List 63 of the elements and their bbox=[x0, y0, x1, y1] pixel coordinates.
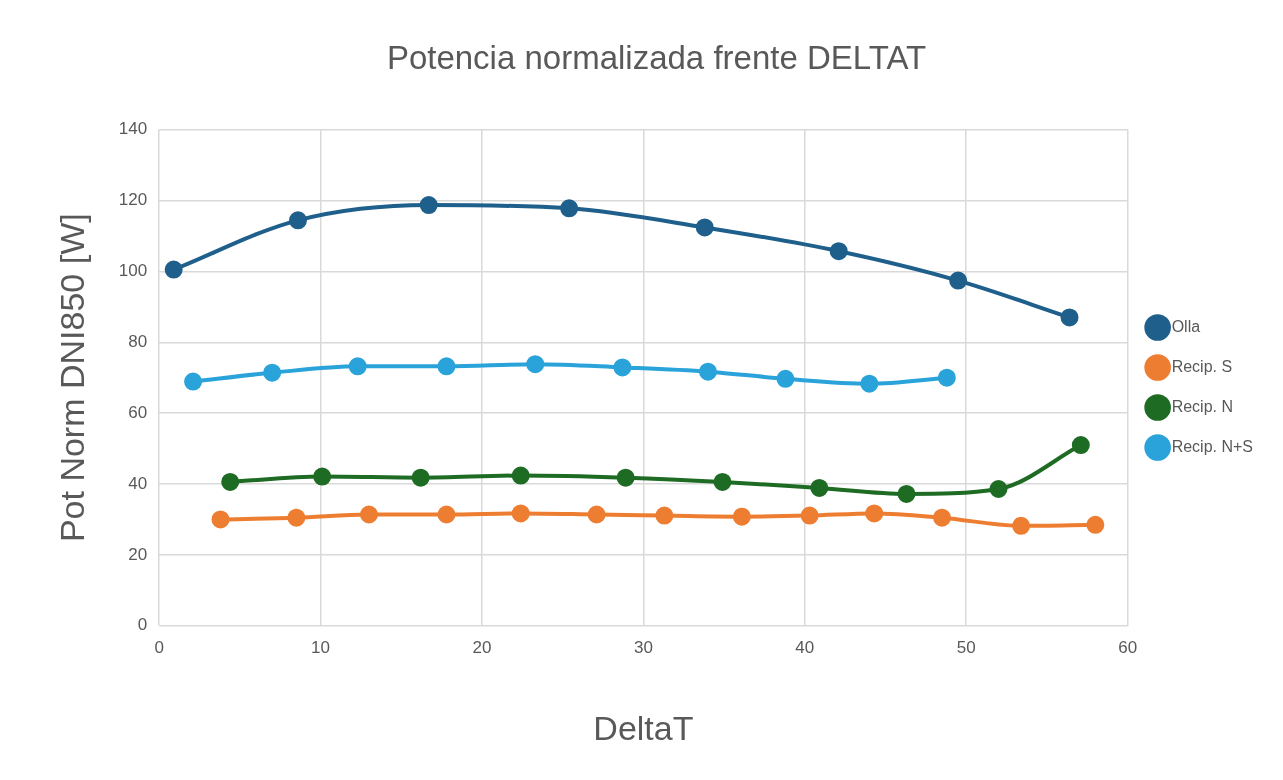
point bbox=[587, 505, 606, 524]
point bbox=[860, 374, 879, 393]
point bbox=[560, 199, 579, 218]
x-tick-label: 10 bbox=[311, 637, 331, 657]
y-tick-label: 60 bbox=[128, 402, 148, 422]
point bbox=[989, 479, 1008, 498]
point bbox=[526, 355, 545, 374]
point bbox=[933, 508, 952, 527]
point bbox=[713, 472, 732, 491]
y-tick-label: 100 bbox=[118, 261, 148, 281]
point bbox=[184, 372, 203, 391]
y-tick-label: 140 bbox=[118, 119, 148, 139]
y-tick-label: 80 bbox=[128, 331, 148, 351]
legend-label: Recip. S bbox=[1171, 357, 1233, 375]
point bbox=[263, 363, 282, 382]
chart-title: Potencia normalizada frente DELTAT bbox=[386, 38, 927, 76]
x-tick-label: 0 bbox=[154, 637, 164, 657]
x-tick-label: 60 bbox=[1118, 637, 1138, 657]
point bbox=[360, 505, 378, 524]
point bbox=[437, 357, 456, 376]
legend-label: Olla bbox=[1171, 317, 1201, 335]
y-tick-label: 120 bbox=[118, 190, 148, 210]
point bbox=[655, 506, 674, 525]
point bbox=[810, 478, 829, 497]
point bbox=[164, 260, 183, 279]
point bbox=[613, 358, 632, 377]
point bbox=[897, 484, 916, 503]
point bbox=[1086, 515, 1105, 534]
point bbox=[411, 468, 430, 487]
point bbox=[776, 369, 795, 388]
point bbox=[437, 505, 456, 524]
y-tick-label: 40 bbox=[128, 473, 148, 493]
legend-label: Recip. N+S bbox=[1171, 437, 1254, 455]
point bbox=[511, 466, 530, 485]
y-tick-label: 20 bbox=[128, 544, 148, 564]
x-tick-label: 30 bbox=[633, 637, 653, 657]
point bbox=[511, 504, 530, 523]
point bbox=[287, 508, 306, 527]
point bbox=[1060, 308, 1079, 327]
x-tick-label: 50 bbox=[956, 637, 976, 657]
point bbox=[348, 357, 367, 376]
point bbox=[419, 196, 438, 215]
point bbox=[616, 468, 635, 487]
x-axis-title: DeltaT bbox=[593, 708, 694, 747]
point bbox=[698, 362, 717, 381]
point bbox=[288, 211, 307, 230]
point bbox=[732, 507, 751, 526]
point bbox=[695, 218, 714, 237]
y-axis-title: Pot Norm DNI850 [W] bbox=[52, 213, 91, 543]
x-tick-label: 40 bbox=[795, 637, 815, 657]
point bbox=[211, 510, 230, 529]
point bbox=[949, 271, 968, 290]
point bbox=[865, 504, 884, 523]
point bbox=[221, 472, 240, 491]
point bbox=[1012, 516, 1031, 535]
x-tick-label: 20 bbox=[472, 637, 492, 657]
point bbox=[313, 467, 332, 486]
point bbox=[1071, 436, 1090, 455]
point bbox=[829, 242, 848, 261]
point bbox=[800, 506, 819, 525]
y-tick-label: 0 bbox=[137, 615, 148, 635]
legend-label: Recip. N bbox=[1171, 397, 1233, 415]
point bbox=[937, 368, 956, 387]
